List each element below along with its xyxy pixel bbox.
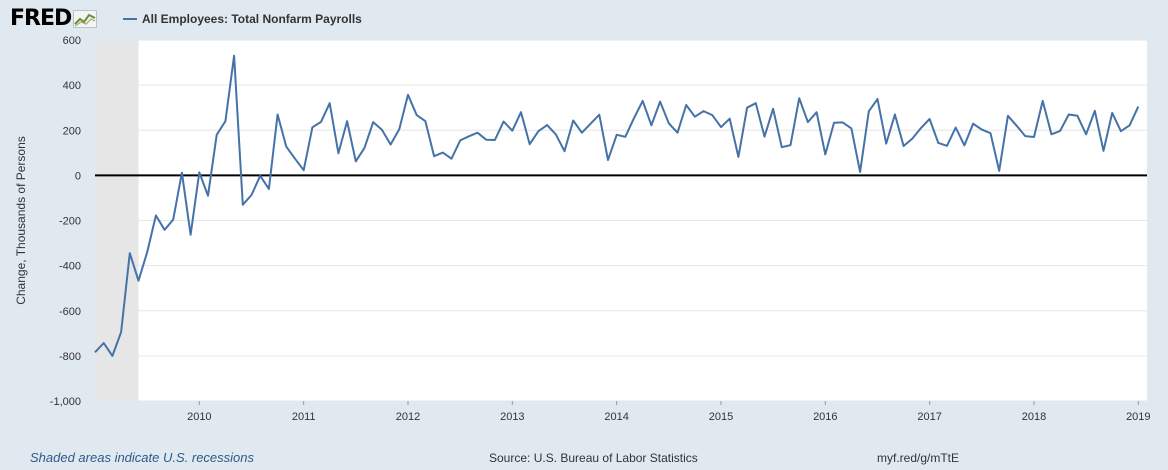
chart-legend[interactable]: All Employees: Total Nonfarm Payrolls	[123, 12, 362, 26]
y-tick-label: 600	[63, 35, 81, 47]
x-tick-label: 2016	[813, 411, 837, 423]
y-tick-label: -1,000	[50, 396, 81, 408]
y-tick-label: -600	[59, 306, 81, 318]
y-tick-label: 0	[75, 170, 81, 182]
x-tick-label: 2019	[1126, 411, 1150, 423]
x-tick-label: 2013	[500, 411, 524, 423]
y-tick-label: -400	[59, 261, 81, 273]
x-tick-label: 2017	[917, 411, 941, 423]
series-line	[94, 54, 1140, 357]
recession-note-link[interactable]: Shaded areas indicate U.S. recessions	[30, 450, 255, 465]
logo-text: FRED	[10, 6, 72, 31]
x-tick-label: 2018	[1022, 411, 1046, 423]
y-tick-label: 200	[63, 125, 81, 137]
chart-header: FRED All Employees: Total Nonfarm Payrol…	[0, 0, 1168, 40]
y-tick-label: -200	[59, 216, 81, 228]
x-tick-label: 2012	[396, 411, 420, 423]
fred-logo[interactable]: FRED	[10, 6, 98, 31]
x-tick-label: 2010	[187, 411, 211, 423]
chart-line-icon	[73, 9, 98, 28]
shortlink-text[interactable]: myf.red/g/mTtE	[877, 451, 960, 465]
x-tick-label: 2011	[292, 411, 316, 423]
x-tick-label: 2014	[604, 411, 628, 423]
y-tick-label: 400	[63, 80, 81, 92]
source-text: Source: U.S. Bureau of Labor Statistics	[489, 451, 698, 465]
legend-line-swatch	[123, 18, 137, 20]
y-axis-label: Change, Thousands of Persons	[14, 136, 28, 305]
legend-series-label: All Employees: Total Nonfarm Payrolls	[142, 12, 362, 26]
x-tick-label: 2015	[709, 411, 733, 423]
y-tick-label: -800	[59, 351, 81, 363]
